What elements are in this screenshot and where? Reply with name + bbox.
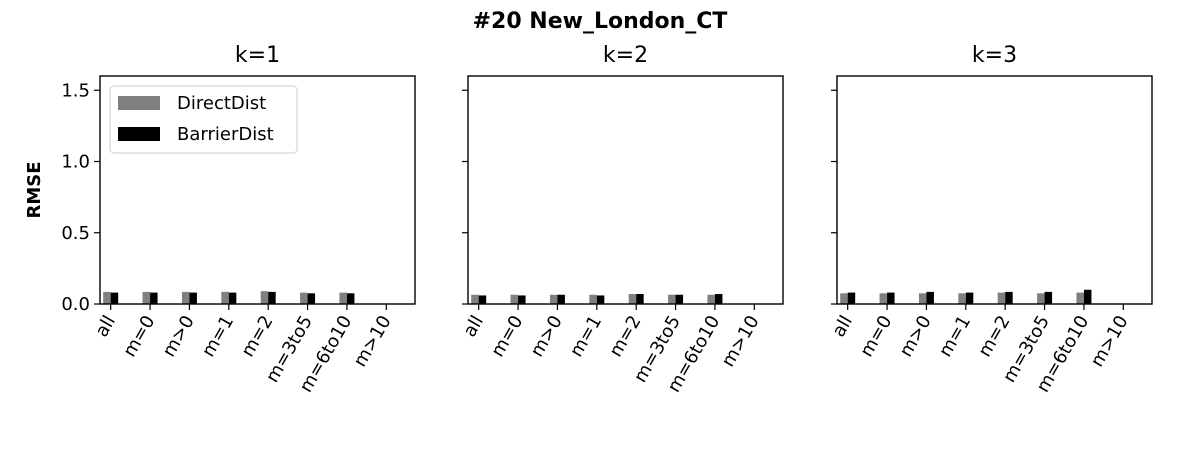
bar-barrierdist-m-0 (189, 292, 197, 304)
bar-barrierdist-all (110, 292, 119, 304)
legend: DirectDist BarrierDist (109, 85, 298, 154)
bar-barrierdist-m-3to5 (675, 294, 684, 304)
bar-directdist-m-2 (260, 291, 269, 304)
bar-directdist-m-3to5 (1037, 293, 1045, 304)
bar-directdist-all (471, 294, 479, 304)
bar-barrierdist-m-1 (228, 292, 237, 304)
x-tick-label: m>10 (718, 312, 764, 371)
legend-label-directdist: DirectDist (177, 93, 266, 114)
bar-barrierdist-m-0 (150, 292, 158, 304)
x-tick-label: m>10 (1087, 312, 1133, 371)
bar-directdist-all (840, 293, 848, 304)
bar-barrierdist-m-6to10 (346, 293, 355, 304)
bar-barrierdist-m-1 (965, 292, 974, 304)
bar-directdist-m-0 (918, 293, 927, 304)
legend-swatch-barrierdist (118, 127, 160, 141)
plot-frame (99, 75, 416, 305)
bar-barrierdist-m-3to5 (1044, 291, 1053, 304)
subplot-title: k=2 (603, 43, 648, 68)
y-tick-label: 1.0 (61, 152, 90, 173)
bar-directdist-m-0 (549, 294, 558, 304)
x-tick-label: m=0 (487, 312, 527, 361)
bar-barrierdist-m-0 (557, 294, 565, 304)
bar-directdist-all (103, 291, 111, 304)
bar-directdist-m-0 (879, 293, 888, 304)
bar-directdist-m-6to10 (339, 292, 347, 304)
legend-label-barrierdist: BarrierDist (177, 124, 274, 145)
bar-directdist-m-6to10 (707, 294, 715, 304)
y-tick-label: 0.5 (61, 223, 90, 244)
subplot-title: k=3 (972, 43, 1017, 68)
bar-barrierdist-m-0 (887, 292, 895, 304)
bar-barrierdist-all (847, 292, 856, 304)
x-tick-label: m=1 (935, 312, 975, 361)
x-tick-label: m>0 (527, 312, 567, 361)
bar-barrierdist-m-0 (518, 295, 526, 304)
x-tick-label: m=1 (566, 312, 606, 361)
x-tick-label: m=0 (856, 312, 896, 361)
y-tick-label: 1.5 (61, 80, 90, 101)
bar-directdist-m-2 (628, 294, 637, 304)
bar-directdist-m-0 (142, 291, 151, 304)
y-tick-label: 0.0 (61, 294, 90, 315)
bar-directdist-m-6to10 (1076, 292, 1084, 304)
bar-barrierdist-m-0 (926, 291, 934, 304)
plot-frame (467, 75, 784, 305)
figure-title: #20 New_London_CT (473, 9, 728, 34)
bar-directdist-m-0 (510, 294, 519, 304)
x-tick-label: all (459, 312, 488, 341)
bar-directdist-m-1 (958, 293, 966, 304)
x-tick-label: m>0 (896, 312, 936, 361)
bar-barrierdist-m-3to5 (307, 293, 316, 304)
x-tick-label: m=1 (198, 312, 238, 361)
x-tick-label: m=2 (237, 312, 277, 361)
x-tick-label: m>10 (350, 312, 396, 371)
x-tick-label: m>0 (159, 312, 199, 361)
bar-directdist-m-1 (589, 294, 597, 304)
bar-barrierdist-m-1 (596, 295, 605, 304)
bar-barrierdist-m-2 (1005, 291, 1013, 304)
bar-barrierdist-m-6to10 (714, 294, 723, 304)
plot-frame (836, 75, 1153, 305)
x-tick-label: all (91, 312, 120, 341)
bar-barrierdist-m-2 (636, 294, 644, 304)
bar-directdist-m-2 (997, 292, 1006, 304)
bar-barrierdist-all (478, 295, 487, 304)
legend-swatch-directdist (118, 96, 160, 110)
bar-directdist-m-3to5 (668, 294, 676, 304)
bar-barrierdist-m-2 (268, 291, 276, 304)
bar-directdist-m-3to5 (300, 292, 308, 304)
bar-directdist-m-0 (181, 291, 190, 304)
y-axis-label: RMSE (24, 161, 45, 218)
subplot-title: k=1 (235, 43, 280, 68)
bar-barrierdist-m-6to10 (1083, 289, 1092, 304)
x-tick-label: m=2 (605, 312, 645, 361)
x-tick-label: m=0 (119, 312, 159, 361)
bar-directdist-m-1 (221, 291, 229, 304)
x-tick-label: m=2 (974, 312, 1014, 361)
x-tick-label: all (828, 312, 857, 341)
